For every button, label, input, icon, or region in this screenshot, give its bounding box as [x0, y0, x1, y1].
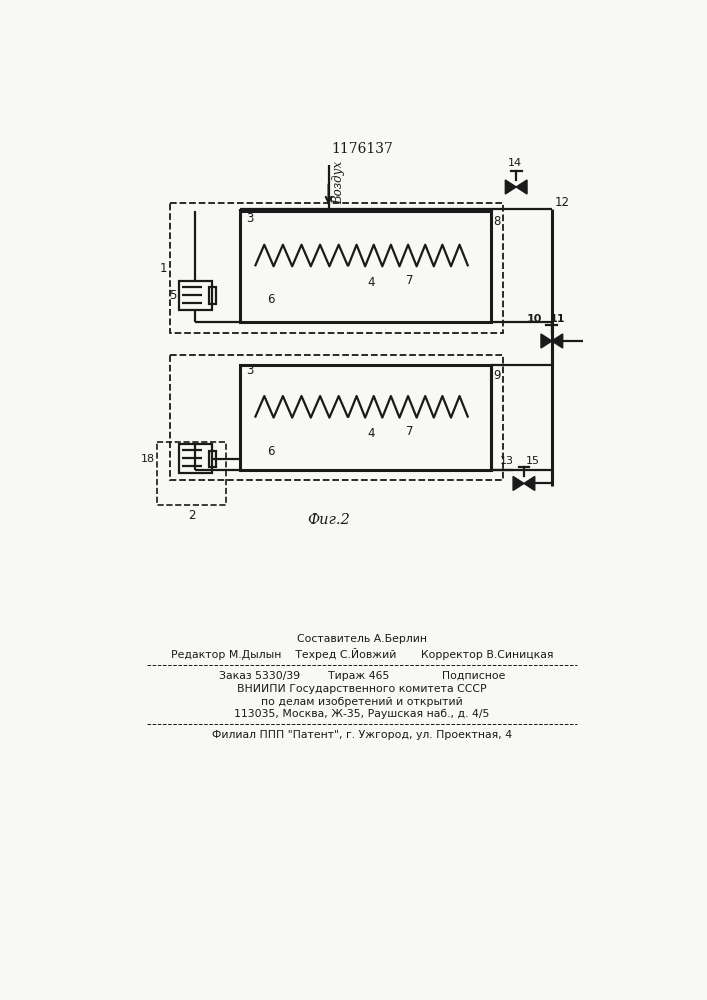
Text: 6: 6: [267, 445, 274, 458]
Bar: [240, 211, 491, 322]
Bar: [179, 281, 211, 310]
Text: 2: 2: [189, 509, 196, 522]
Text: 14: 14: [508, 158, 522, 168]
Text: 6: 6: [267, 293, 274, 306]
Text: 10: 10: [527, 314, 542, 324]
Text: 13: 13: [500, 456, 514, 466]
Bar: [209, 451, 216, 467]
Text: 113035, Москва, Ж-35, Раушская наб., д. 4/5: 113035, Москва, Ж-35, Раушская наб., д. …: [234, 709, 490, 719]
Text: 12: 12: [555, 196, 570, 209]
Text: 3: 3: [246, 364, 253, 377]
Text: Заказ 5330/39        Тираж 465               Подписное: Заказ 5330/39 Тираж 465 Подписное: [218, 671, 505, 681]
Text: 11: 11: [549, 314, 565, 324]
Polygon shape: [541, 334, 552, 348]
Text: 1176137: 1176137: [331, 142, 393, 156]
Text: 9: 9: [493, 369, 501, 382]
Text: Филиал ППП "Патент", г. Ужгород, ул. Проектная, 4: Филиал ППП "Патент", г. Ужгород, ул. Про…: [212, 730, 512, 740]
Bar: [156, 442, 226, 505]
Text: 7: 7: [407, 425, 414, 438]
Text: 15: 15: [525, 456, 539, 466]
Text: 5: 5: [170, 289, 177, 302]
Polygon shape: [552, 334, 563, 348]
Text: Фиг.2: Фиг.2: [308, 513, 350, 527]
Text: 4: 4: [368, 276, 375, 289]
Bar: [170, 355, 503, 480]
Text: 1: 1: [160, 262, 168, 275]
Text: 7: 7: [407, 274, 414, 287]
Polygon shape: [524, 476, 534, 490]
Polygon shape: [513, 476, 524, 490]
Text: 18: 18: [141, 454, 155, 464]
Polygon shape: [506, 180, 516, 194]
Text: 4: 4: [368, 427, 375, 440]
Text: ВНИИПИ Государственного комитета СССР: ВНИИПИ Государственного комитета СССР: [237, 684, 486, 694]
Text: Редактор М.Дылын    Техред С.Йовжий       Корректор В.Синицкая: Редактор М.Дылын Техред С.Йовжий Коррект…: [170, 648, 553, 660]
Text: по делам изобретений и открытий: по делам изобретений и открытий: [261, 697, 463, 707]
Bar: [179, 444, 211, 473]
Bar: [170, 203, 503, 333]
Text: Составитель А.Берлин: Составитель А.Берлин: [297, 634, 427, 644]
Bar: [240, 365, 491, 470]
Polygon shape: [516, 180, 527, 194]
Text: 8: 8: [493, 215, 501, 228]
Bar: [209, 287, 216, 304]
Text: 3: 3: [246, 212, 253, 225]
Text: Воздух: Воздух: [332, 161, 345, 204]
